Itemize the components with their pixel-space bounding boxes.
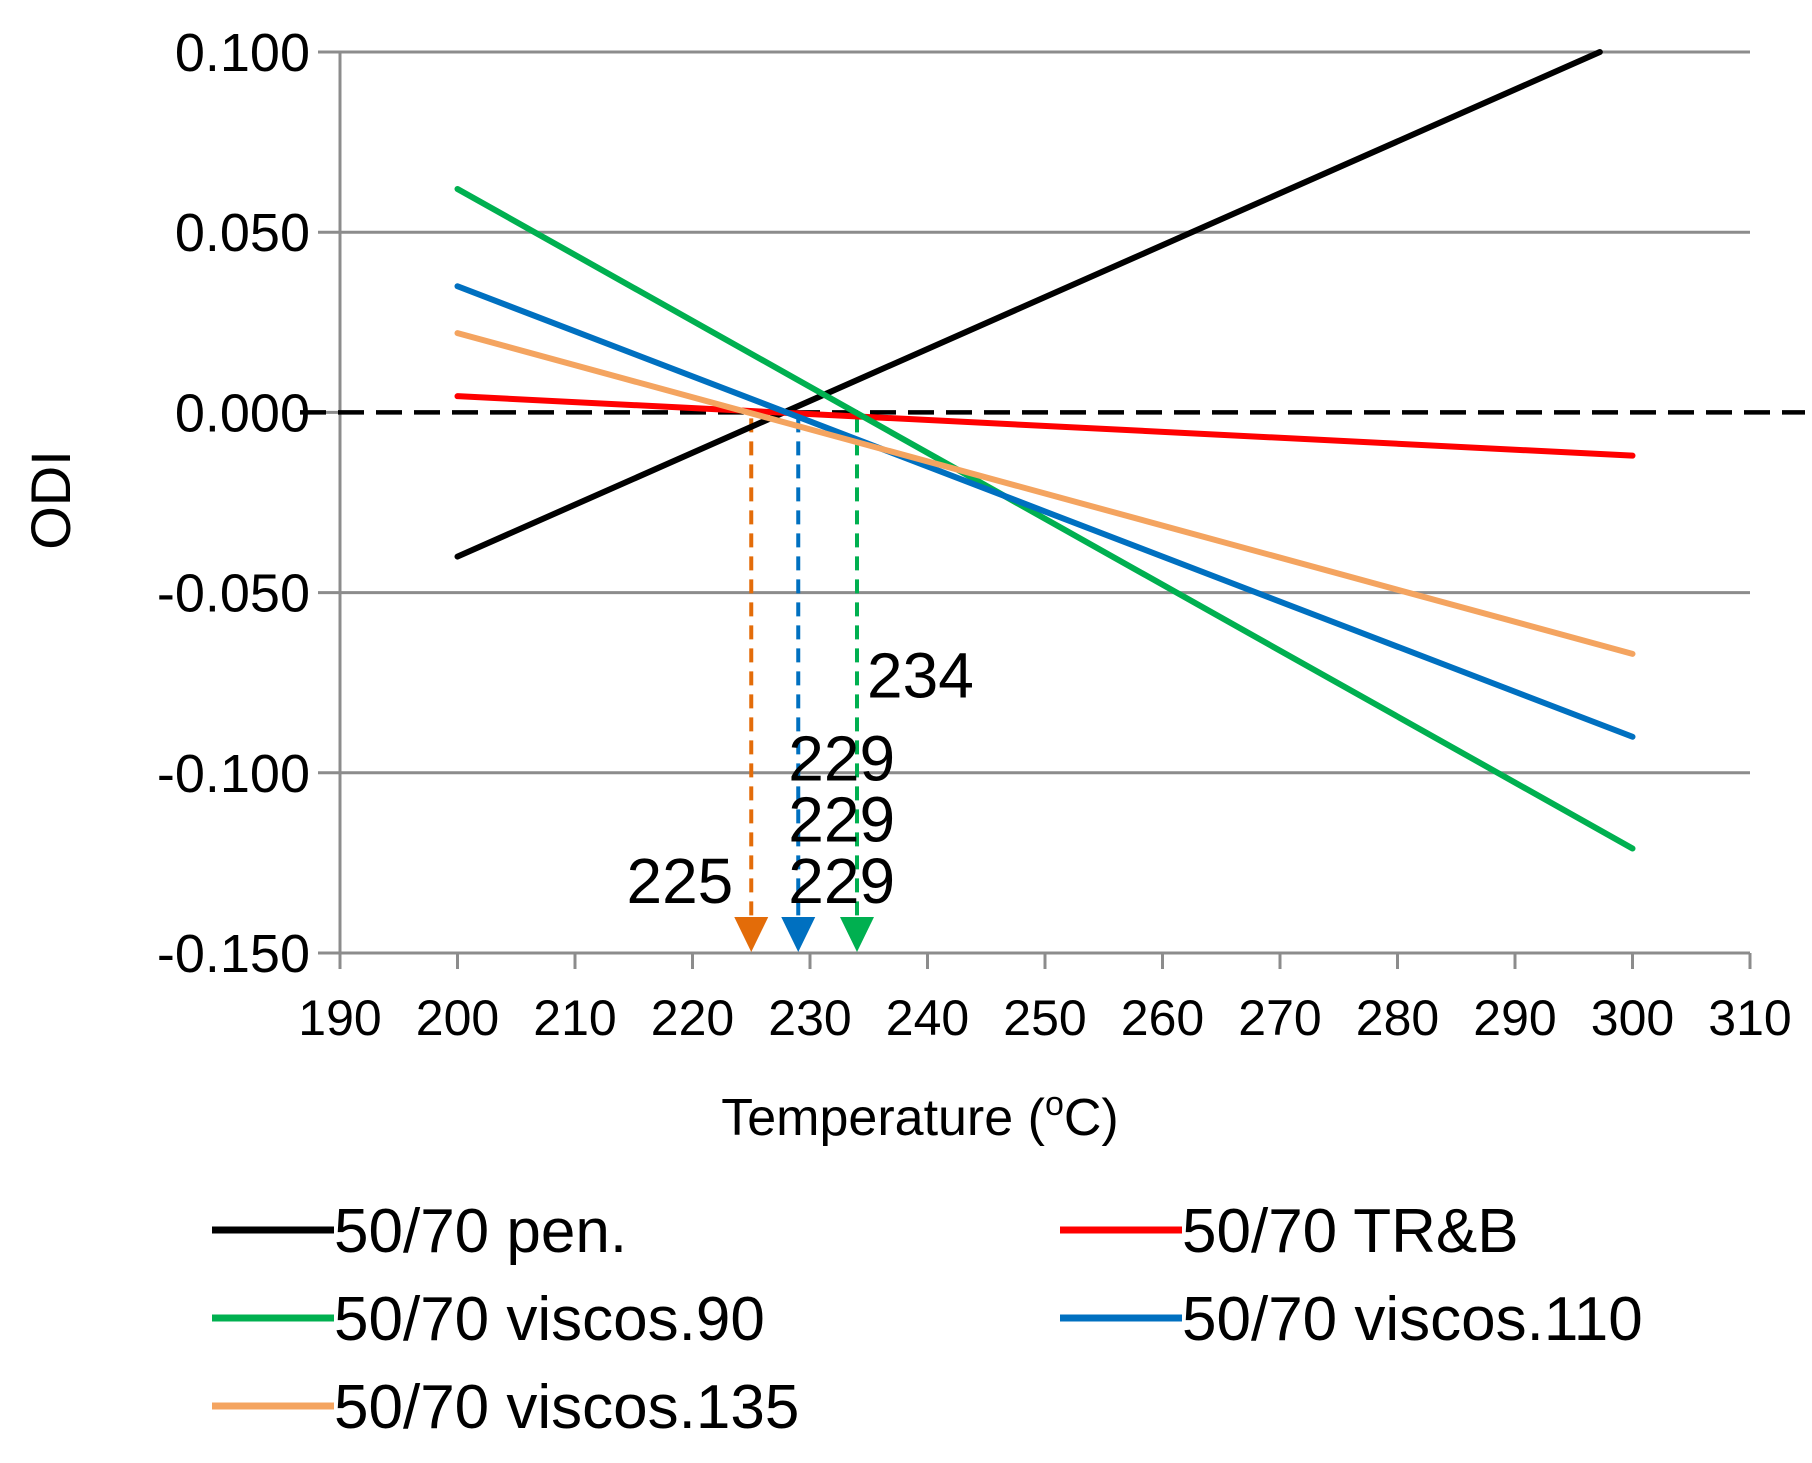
axes <box>318 50 1752 969</box>
x-tick-label: 270 <box>1238 990 1321 1046</box>
legend-label-4: 50/70 viscos.135 <box>334 1373 799 1442</box>
drop-arrow-0 <box>734 917 769 952</box>
x-axis-title-main: Temperature ( <box>721 1089 1045 1147</box>
x-tick-label: 290 <box>1473 990 1556 1046</box>
legend-label-2: 50/70 viscos.90 <box>334 1285 765 1354</box>
series-line-1 <box>454 393 1636 459</box>
x-tick-label: 260 <box>1121 990 1204 1046</box>
x-tick-label: 220 <box>651 990 734 1046</box>
x-tick-label: 310 <box>1708 990 1791 1046</box>
legend-label-3: 50/70 viscos.110 <box>1182 1285 1643 1354</box>
legend-label-0: 50/70 pen. <box>334 1197 627 1266</box>
annotation-label-1: 229 <box>788 722 895 794</box>
y-tick-label: 0.050 <box>175 203 310 263</box>
legend-label-1: 50/70 TR&B <box>1182 1197 1519 1266</box>
x-tick-label: 250 <box>1003 990 1086 1046</box>
annotation-label-0: 234 <box>867 639 974 711</box>
series-line-4 <box>454 330 1636 657</box>
x-tick-label: 190 <box>298 990 381 1046</box>
y-tick-label: -0.100 <box>157 744 310 804</box>
annotation-label-2: 229 <box>788 784 895 856</box>
x-tick-label: 280 <box>1356 990 1439 1046</box>
tick-labels: 0.100 0.050 0.000 -0.050 -0.100 -0.150 190 200 2… <box>157 23 1792 1046</box>
y-tick-label: -0.150 <box>157 924 310 984</box>
series-line-0 <box>454 49 1603 560</box>
x-tick-label: 300 <box>1591 990 1674 1046</box>
x-tick-label: 230 <box>768 990 851 1046</box>
x-axis-title-tail: C) <box>1064 1089 1119 1147</box>
y-tick-label: -0.050 <box>157 564 310 624</box>
drop-lines <box>734 418 874 952</box>
annotation-label-3: 229 <box>788 845 895 917</box>
x-tick-label: 210 <box>533 990 616 1046</box>
x-tick-label: 240 <box>886 990 969 1046</box>
annotation-label-4: 225 <box>626 845 733 917</box>
series-lines <box>300 49 1805 852</box>
drop-arrow-2 <box>840 917 874 952</box>
gridlines <box>340 50 1750 955</box>
legend: 50/70 pen. 50/70 TR&B 50/70 viscos.90 50/70… <box>212 1197 1643 1442</box>
drop-arrow-1 <box>781 917 816 952</box>
y-axis-title: ODI <box>19 450 82 550</box>
series-line-3 <box>454 283 1636 740</box>
x-axis-title: Temperature (oC) <box>721 1085 1118 1147</box>
y-tick-label: 0.100 <box>175 23 310 83</box>
x-axis-title-sup: o <box>1045 1085 1064 1123</box>
series-line-2 <box>454 185 1636 852</box>
x-tick-label: 200 <box>416 990 499 1046</box>
y-tick-label: 0.000 <box>175 383 310 443</box>
